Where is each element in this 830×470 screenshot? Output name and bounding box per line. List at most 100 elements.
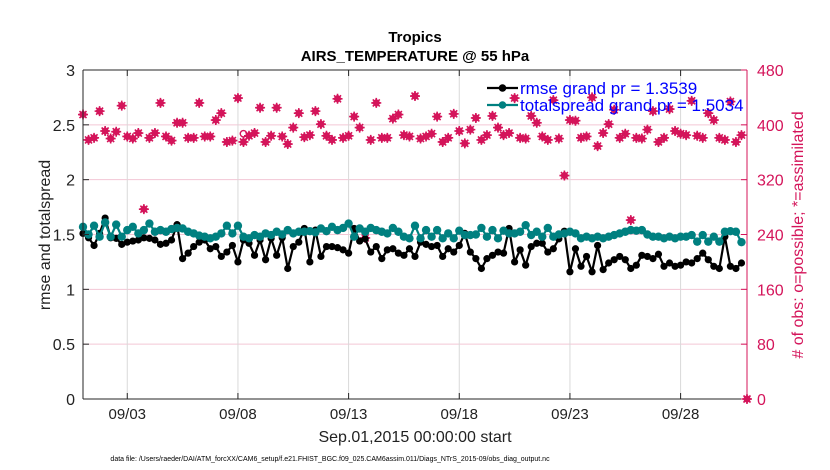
- legend-label: rmse grand pr = 1.3539: [520, 79, 697, 98]
- rmse-point: [605, 259, 613, 267]
- obs-asterisk: [587, 92, 598, 103]
- obs-asterisk: [526, 110, 537, 121]
- totalspread-point: [709, 232, 718, 241]
- obs-asterisk: [205, 131, 216, 142]
- rmse-point: [494, 248, 502, 256]
- rmse-point: [450, 248, 458, 256]
- rmse-point: [333, 244, 342, 252]
- rmse-point: [195, 238, 203, 246]
- rmse-point: [466, 248, 474, 256]
- obs-asterisk: [116, 100, 127, 111]
- legend-marker: [498, 84, 507, 92]
- obs-asterisk: [382, 132, 393, 143]
- rmse-point: [156, 240, 165, 248]
- obs-assimilated-point: [327, 134, 337, 145]
- rmse-point: [322, 242, 331, 251]
- obs-asterisk: [537, 131, 548, 142]
- obs-assimilated-point: [216, 108, 227, 119]
- obs-asterisk: [155, 97, 166, 108]
- obs-assimilated-point: [404, 131, 415, 142]
- totalspread-point: [394, 227, 403, 236]
- obs-assimilated-point: [609, 104, 620, 115]
- rmse-point: [533, 239, 541, 247]
- obs-asterisk: [194, 97, 205, 108]
- rmse-point: [394, 249, 402, 257]
- obs-assimilated-point: [249, 128, 260, 139]
- totalspread-point: [432, 225, 442, 235]
- rmse-point: [118, 240, 126, 248]
- obs-asterisk: [609, 104, 620, 115]
- obs-asterisk: [365, 134, 376, 145]
- obs-assimilated-point: [548, 95, 559, 106]
- rmse-point: [483, 255, 491, 263]
- obs-asterisk: [504, 128, 515, 139]
- obs-assimilated-point: [310, 106, 321, 117]
- obs-asterisk: [122, 131, 133, 142]
- obs-assimilated-point: [592, 141, 603, 152]
- obs-assimilated-point: [504, 128, 515, 139]
- obs-asterisk: [437, 136, 448, 147]
- rmse-point: [654, 250, 663, 258]
- obs-assimilated-point: [487, 110, 498, 121]
- totalspread-point: [488, 225, 497, 235]
- data-file-caption: data file: /Users/raeder/DAI/ATM_forcXX/…: [110, 456, 550, 463]
- rmse-point: [206, 245, 214, 253]
- y-tick-label: 2: [66, 173, 75, 190]
- rmse-point: [737, 259, 746, 267]
- obs-asterisk: [260, 136, 271, 147]
- obs-asterisk: [443, 132, 454, 143]
- rmse-point: [527, 242, 535, 251]
- rmse-point: [422, 240, 430, 248]
- rmse-point: [732, 264, 740, 273]
- totalspread-point: [538, 232, 547, 241]
- obs-assimilated-point: [531, 117, 542, 128]
- rmse-point: [289, 242, 297, 251]
- y-right-axis-label: # of obs: o=possible; *=assimilated: [790, 111, 807, 358]
- obs-assimilated-point: [625, 215, 636, 226]
- obs-asterisk: [581, 131, 592, 142]
- obs-asterisk: [703, 108, 714, 119]
- obs-assimilated-point: [116, 100, 127, 111]
- obs-assimilated-point: [653, 136, 664, 147]
- obs-asterisk: [487, 110, 498, 121]
- rmse-point: [621, 256, 629, 264]
- obs-asterisk: [664, 104, 675, 115]
- obs-assimilated-point: [194, 97, 205, 108]
- totalspread-point: [421, 225, 431, 235]
- rmse-point: [167, 236, 176, 244]
- obs-asterisk: [393, 109, 404, 120]
- rmse-point: [704, 256, 712, 264]
- obs-assimilated-point: [238, 136, 249, 147]
- obs-assimilated-point: [553, 133, 564, 144]
- obs-assimilated-point: [149, 128, 160, 139]
- chart-title: Tropics: [388, 29, 441, 46]
- obs-assimilated-point: [277, 131, 288, 142]
- rmse-point: [145, 234, 153, 242]
- rmse-point: [610, 256, 618, 264]
- rmse-point: [544, 248, 552, 256]
- obs-asterisk: [636, 133, 647, 144]
- obs-asterisk: [548, 95, 559, 106]
- obs-asterisk: [531, 117, 542, 128]
- obs-asterisk: [172, 117, 183, 128]
- totalspread-point: [438, 234, 447, 243]
- rmse-point: [184, 249, 192, 257]
- obs-asterisk: [304, 130, 315, 141]
- obs-assimilated-point: [260, 136, 271, 147]
- rmse-point: [693, 255, 701, 263]
- obs-asterisk: [255, 102, 266, 113]
- obs-assimilated-point: [520, 133, 531, 144]
- obs-asterisk: [592, 141, 603, 152]
- obs-asterisk: [625, 215, 636, 226]
- totalspread-point: [693, 237, 702, 246]
- obs-asterisk: [476, 134, 487, 145]
- totalspread-point: [698, 230, 707, 240]
- obs-assimilated-point: [205, 131, 216, 142]
- obs-asterisk: [432, 111, 443, 122]
- obs-assimilated-point: [177, 117, 188, 128]
- obs-asterisk: [89, 132, 100, 143]
- obs-assimilated-point: [559, 170, 570, 181]
- obs-assimilated-point: [598, 128, 609, 139]
- rmse-point: [428, 242, 436, 251]
- rmse-point: [389, 245, 397, 253]
